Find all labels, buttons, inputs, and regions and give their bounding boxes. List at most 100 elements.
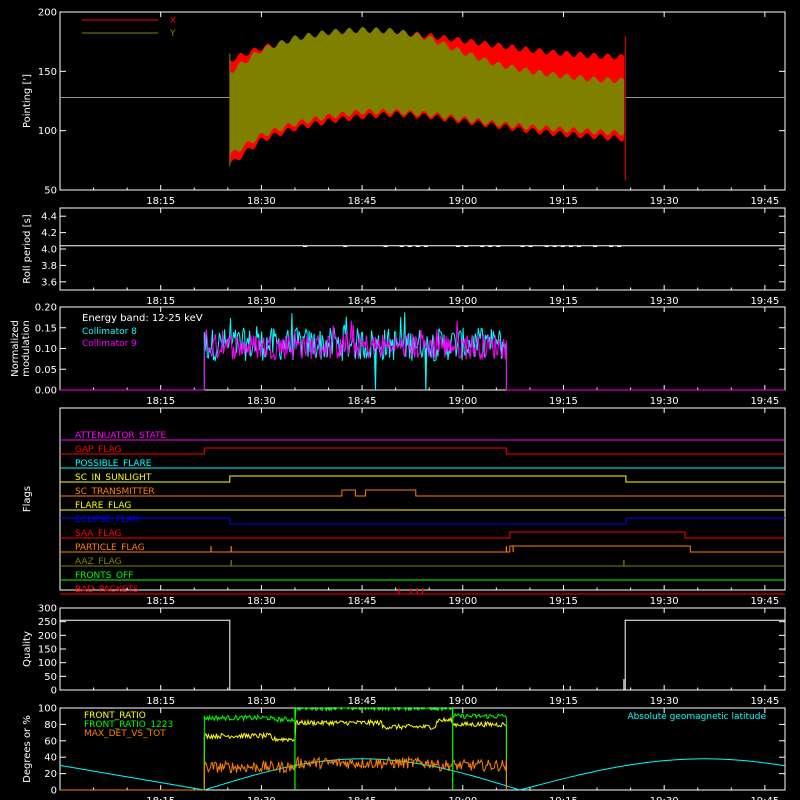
y-tick-label: 3.8: [41, 261, 57, 272]
x-tick-label: 18:45: [348, 396, 377, 407]
x-tick-label: 18:15: [146, 296, 175, 307]
y-tick-label: 100: [38, 704, 57, 715]
x-tick-label: 19:45: [750, 796, 779, 800]
x-tick-label: 18:30: [247, 596, 276, 607]
y-tick-label: 0.10: [35, 344, 57, 355]
x-tick-label: 19:45: [750, 696, 779, 707]
energy-band-annotation: Energy band: 12-25 keV: [82, 313, 203, 324]
flag-label-attenuator-state: ATTENUATOR_STATE: [75, 431, 167, 441]
y-axis-label: Roll period [s]: [22, 214, 33, 283]
panel-pointing: 18:15 18:30 18:45 19:00 19:15 19:30 19:45 50 100…: [22, 8, 786, 207]
y-tick-label: 50: [44, 186, 57, 197]
x-tick-label: 18:45: [348, 796, 377, 800]
flag-label-fronts-off: FRONTS_OFF: [75, 571, 133, 581]
ratio-series-front-ratio: [60, 715, 507, 791]
flag-line-sc-in-sunlight: [60, 475, 785, 483]
flag-label-flare-flag: FLARE_FLAG: [75, 501, 131, 511]
y-tick-label: 0.05: [35, 365, 57, 376]
y-tick-label: 40: [44, 753, 57, 764]
y-tick-label: 250: [38, 617, 57, 628]
flag-line-saa-flag: [60, 531, 785, 539]
y-tick-label: 150: [38, 67, 57, 78]
y-axis-label: Pointing [']: [22, 74, 33, 128]
flag-label-aaz-flag: AAZ_FLAG: [75, 557, 122, 567]
flag-label-sc-in-sunlight: SC_IN_SUNLIGHT: [75, 473, 152, 483]
x-tick-label: 18:45: [348, 596, 377, 607]
modulation-series-8: [60, 312, 785, 391]
y-tick-label: 3.6: [41, 277, 57, 288]
pointing-frame: [59, 11, 786, 191]
y-tick-label: 0: [51, 786, 57, 797]
flag-line-eclipse-flag: [60, 517, 785, 525]
y-tick-label: 100: [38, 658, 57, 669]
x-tick-label: 19:00: [448, 196, 477, 207]
y-tick-label: 150: [38, 645, 57, 656]
x-tick-label: 19:15: [549, 396, 578, 407]
y-tick-label: 80: [44, 720, 57, 731]
flag-label-sc-transmitter: SC_TRANSMITTER: [75, 487, 155, 497]
x-tick-label: 18:30: [247, 196, 276, 207]
x-tick-label: 18:30: [247, 296, 276, 307]
x-tick-label: 18:45: [348, 696, 377, 707]
x-tick-label: 19:30: [650, 396, 679, 407]
y-tick-label: 0: [51, 686, 57, 697]
x-tick-label: 18:15: [146, 696, 175, 707]
y-tick-label: 0.00: [35, 386, 57, 397]
y-tick-label: 50: [44, 672, 57, 683]
x-tick-label: 19:15: [549, 796, 578, 800]
flag-line-gap-flag: [60, 447, 785, 455]
x-tick-label: 19:00: [448, 596, 477, 607]
ratio-series-front-ratio-1223: [60, 706, 507, 791]
y-tick-label: 0.15: [35, 323, 57, 334]
x-tick-label: 18:30: [247, 696, 276, 707]
x-tick-label: 19:45: [750, 596, 779, 607]
ratio-series-max-det-vs-tot: [60, 755, 507, 791]
flag-label-eclipse-flag: ECLIPSE_FLAG: [75, 515, 139, 525]
x-tick-label: 19:15: [549, 596, 578, 607]
x-tick-label: 19:00: [448, 796, 477, 800]
y-tick-label: 200: [38, 8, 57, 19]
x-tick-label: 18:30: [247, 796, 276, 800]
x-tick-label: 19:00: [448, 396, 477, 407]
modulation-series-9: [60, 320, 785, 391]
y-tick-label: 60: [44, 736, 57, 747]
flag-line-particle-flag: [60, 545, 785, 553]
y-axis-label: Quality: [22, 631, 33, 667]
y-axis-label: Degrees or %: [22, 715, 33, 783]
x-tick-label: 18:45: [348, 196, 377, 207]
panel-roll: 18:15 18:30 18:45 19:00 19:15 19:30 19:45 3.6 3.…: [22, 207, 786, 307]
legend-label-y: Y: [169, 29, 176, 39]
pointing-series-y: [229, 26, 625, 155]
x-tick-label: 19:30: [650, 596, 679, 607]
x-tick-label: 19:30: [650, 796, 679, 800]
y-axis-label-line2: modulation: [21, 320, 32, 377]
flag-label-saa-flag: SAA_FLAG: [75, 529, 121, 539]
x-tick-label: 19:30: [650, 196, 679, 207]
x-tick-label: 19:00: [448, 296, 477, 307]
x-tick-label: 19:15: [549, 296, 578, 307]
x-tick-label: 19:15: [549, 196, 578, 207]
ratio-legend-1: FRONT_RATIO_1223: [84, 720, 173, 730]
roll-frame: [59, 207, 786, 291]
flag-label-possible-flare: POSSIBLE_FLARE: [75, 459, 152, 469]
ratio-legend-2: MAX_DET_VS_TOT: [84, 729, 166, 739]
y-tick-label: 0.20: [35, 303, 57, 314]
flag-label-gap-flag: GAP_FLAG: [75, 445, 121, 455]
latitude-annotation: Absolute geomagnetic latitude: [627, 712, 766, 722]
modulation-legend-8: Collimator 8: [82, 327, 137, 337]
x-tick-label: 18:15: [146, 796, 175, 800]
flag-line-sc-transmitter: [60, 489, 785, 497]
x-tick-label: 19:45: [750, 396, 779, 407]
x-tick-label: 19:45: [750, 196, 779, 207]
y-axis-label: Flags: [22, 486, 33, 512]
x-tick-label: 18:15: [146, 196, 175, 207]
quality-line: [60, 619, 785, 691]
ratio-legend-0: FRONT_RATIO: [84, 711, 146, 721]
y-tick-label: 4.0: [41, 245, 57, 256]
x-tick-label: 19:15: [549, 696, 578, 707]
panel-modulation: 18:15 18:30 18:45 19:00 19:15 19:30 19:45 0.00 0…: [10, 303, 786, 407]
flags-frame: [59, 407, 786, 591]
y-axis-label-line1: Normalized: [10, 320, 21, 377]
y-tick-label: 4.2: [41, 228, 57, 239]
